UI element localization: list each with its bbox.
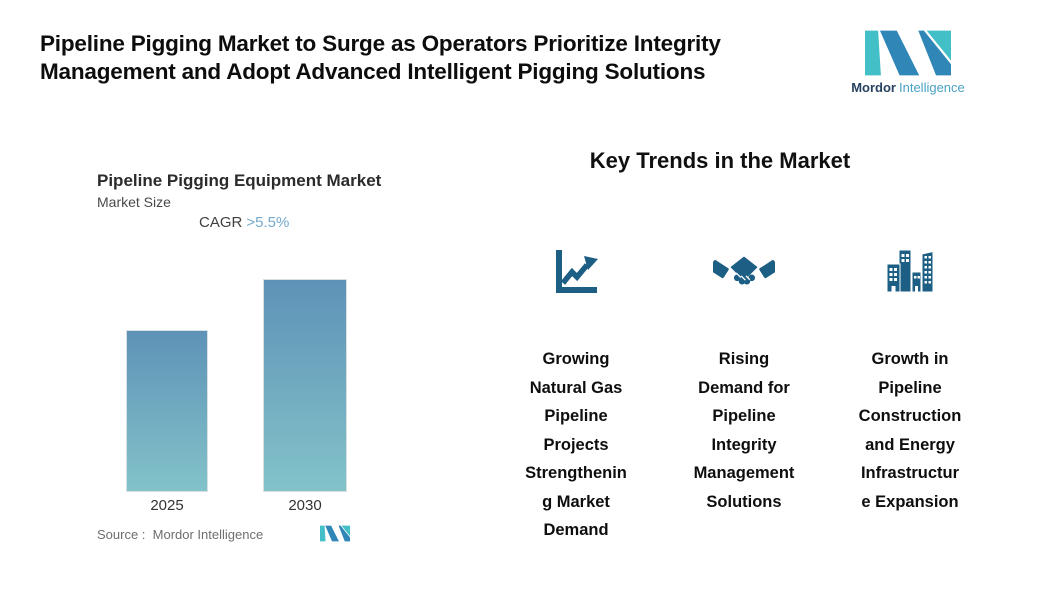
key-trends-heading: Key Trends in the Market bbox=[589, 148, 851, 173]
bar-label-2025: 2025 bbox=[150, 497, 184, 514]
bar-2030 bbox=[263, 279, 347, 492]
trend-item-3-icon-box bbox=[825, 244, 995, 300]
trend-item-2-icon-box bbox=[659, 244, 829, 300]
mordor-intelligence-mark-icon bbox=[865, 30, 951, 76]
trend-chart-icon bbox=[556, 250, 598, 293]
source-logo-icon bbox=[320, 525, 350, 542]
cagr-label: CAGR bbox=[199, 214, 243, 231]
handshake-icon bbox=[713, 256, 775, 285]
brand-logo: Mordor Intelligence bbox=[838, 29, 978, 95]
source-text: Source : Mordor Intelligence bbox=[97, 527, 264, 542]
buildings-icon bbox=[886, 249, 934, 293]
trend-item-3-text: Growth in Pipeline Construction and Ener… bbox=[858, 350, 962, 511]
brand-wordmark: Mordor Intelligence bbox=[838, 80, 978, 95]
chart-title: Pipeline Pigging Equipment Market bbox=[97, 171, 382, 190]
trend-item-2-text: Rising Demand for Pipeline Integrity Man… bbox=[693, 350, 795, 511]
bar-chart bbox=[90, 260, 390, 492]
page-title: Pipeline Pigging Market to Surge as Oper… bbox=[40, 31, 721, 84]
brand-name-light: Intelligence bbox=[899, 80, 965, 95]
trend-item-1-icon-box bbox=[491, 244, 661, 300]
chart-subtitle: Market Size bbox=[97, 194, 171, 210]
trend-item-1-text: Growing Natural Gas Pipeline Projects St… bbox=[525, 350, 627, 539]
bar-label-2030: 2030 bbox=[288, 497, 322, 514]
brand-name-bold: Mordor bbox=[851, 80, 896, 95]
cagr-line: CAGR >5.5% bbox=[199, 214, 289, 231]
cagr-value: >5.5% bbox=[246, 214, 290, 231]
bar-2025 bbox=[126, 330, 208, 492]
